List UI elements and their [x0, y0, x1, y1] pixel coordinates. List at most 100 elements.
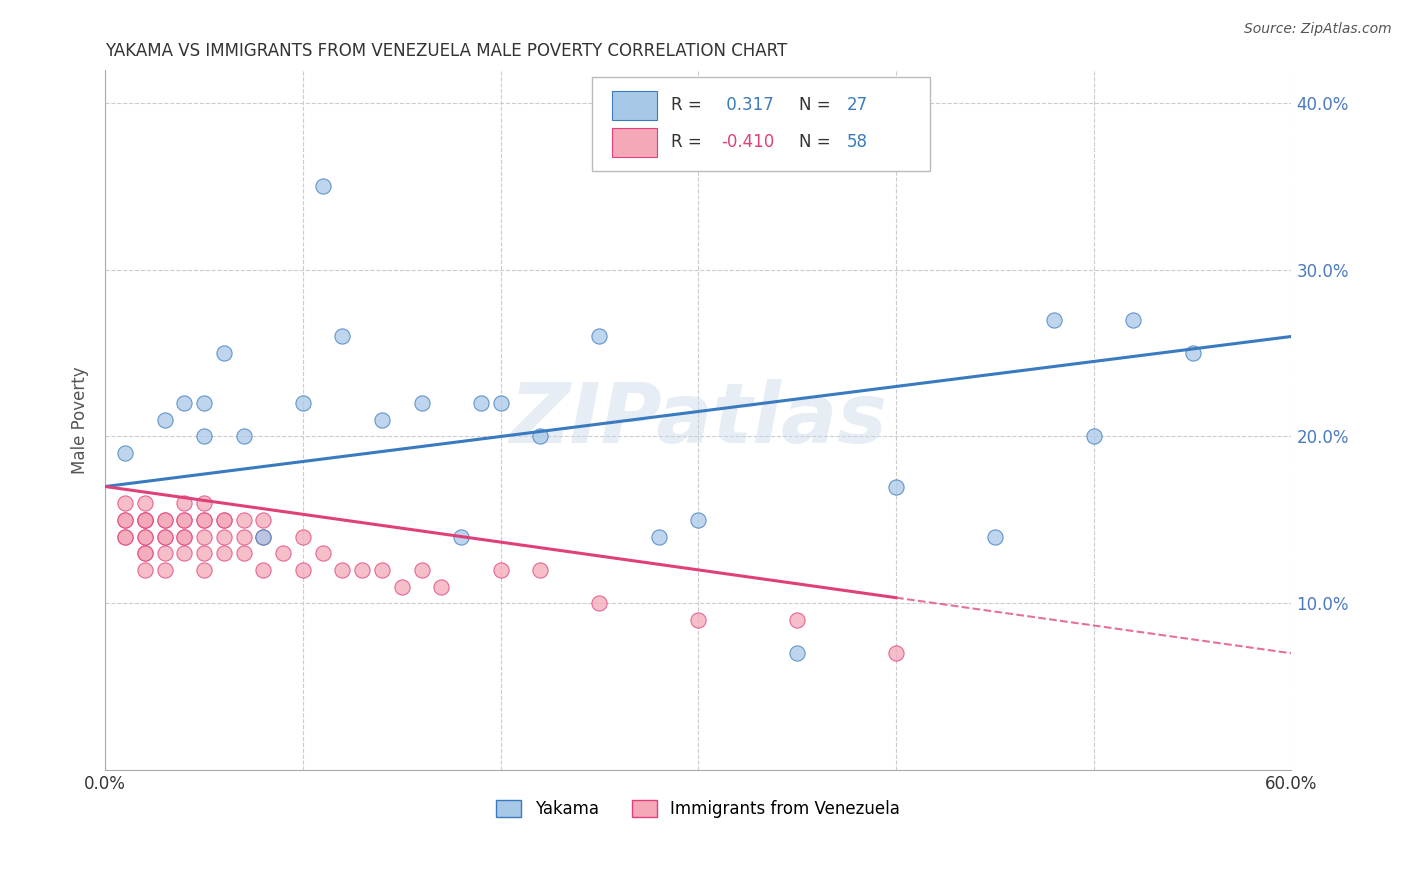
Point: [153, 413, 176, 427]
Point: [114, 513, 136, 527]
Point: [134, 513, 156, 527]
Point: [1043, 312, 1066, 326]
Point: [232, 546, 254, 560]
Text: N =: N =: [799, 133, 837, 151]
Legend: Yakama, Immigrants from Venezuela: Yakama, Immigrants from Venezuela: [489, 793, 907, 825]
Point: [588, 596, 610, 610]
Point: [450, 530, 472, 544]
Point: [212, 513, 235, 527]
Text: ZIPatlas: ZIPatlas: [509, 379, 887, 460]
Point: [173, 530, 195, 544]
Point: [212, 346, 235, 360]
Point: [134, 530, 156, 544]
Point: [114, 513, 136, 527]
Point: [212, 530, 235, 544]
Point: [371, 413, 394, 427]
Point: [134, 563, 156, 577]
Point: [193, 530, 215, 544]
Point: [114, 530, 136, 544]
Point: [252, 530, 274, 544]
Text: YAKAMA VS IMMIGRANTS FROM VENEZUELA MALE POVERTY CORRELATION CHART: YAKAMA VS IMMIGRANTS FROM VENEZUELA MALE…: [105, 42, 787, 60]
Point: [352, 563, 374, 577]
Point: [884, 646, 907, 660]
Point: [173, 396, 195, 410]
Text: 27: 27: [846, 95, 868, 113]
FancyBboxPatch shape: [592, 77, 929, 171]
Point: [688, 613, 710, 627]
Point: [588, 329, 610, 343]
Text: 58: 58: [846, 133, 868, 151]
Point: [430, 580, 453, 594]
Point: [173, 513, 195, 527]
Point: [134, 530, 156, 544]
Point: [153, 513, 176, 527]
Point: [114, 530, 136, 544]
Point: [193, 513, 215, 527]
Text: R =: R =: [671, 95, 707, 113]
Point: [153, 563, 176, 577]
Point: [884, 479, 907, 493]
Point: [529, 429, 551, 443]
Point: [173, 496, 195, 510]
Point: [312, 179, 335, 194]
Point: [252, 530, 274, 544]
Text: -0.410: -0.410: [721, 133, 775, 151]
Point: [114, 446, 136, 460]
Y-axis label: Male Poverty: Male Poverty: [72, 366, 89, 474]
Point: [153, 530, 176, 544]
Point: [489, 563, 512, 577]
Point: [212, 513, 235, 527]
Point: [470, 396, 492, 410]
Point: [411, 396, 433, 410]
Point: [291, 563, 314, 577]
Point: [134, 513, 156, 527]
Point: [252, 513, 274, 527]
Point: [193, 513, 215, 527]
Point: [312, 546, 335, 560]
Point: [173, 546, 195, 560]
Point: [114, 496, 136, 510]
Bar: [612, 128, 657, 157]
Point: [1181, 346, 1204, 360]
Point: [529, 563, 551, 577]
Point: [193, 396, 215, 410]
Text: R =: R =: [671, 133, 707, 151]
Point: [411, 563, 433, 577]
Point: [332, 329, 354, 343]
Point: [489, 396, 512, 410]
Point: [193, 496, 215, 510]
Point: [193, 429, 215, 443]
Point: [134, 513, 156, 527]
Text: Source: ZipAtlas.com: Source: ZipAtlas.com: [1244, 22, 1392, 37]
Point: [232, 429, 254, 443]
Point: [1122, 312, 1144, 326]
Point: [193, 563, 215, 577]
Point: [134, 546, 156, 560]
Text: 0.317: 0.317: [721, 95, 773, 113]
Point: [173, 513, 195, 527]
Point: [371, 563, 394, 577]
Text: N =: N =: [799, 95, 837, 113]
Bar: [612, 91, 657, 120]
Point: [193, 546, 215, 560]
Point: [153, 513, 176, 527]
Point: [1083, 429, 1105, 443]
Point: [134, 546, 156, 560]
Point: [232, 513, 254, 527]
Point: [212, 546, 235, 560]
Point: [688, 513, 710, 527]
Point: [271, 546, 294, 560]
Point: [134, 496, 156, 510]
Point: [648, 530, 671, 544]
Point: [252, 563, 274, 577]
Point: [984, 530, 1007, 544]
Point: [153, 530, 176, 544]
Point: [291, 396, 314, 410]
Point: [391, 580, 413, 594]
Point: [332, 563, 354, 577]
Point: [786, 613, 808, 627]
Point: [786, 646, 808, 660]
Point: [232, 530, 254, 544]
Point: [173, 530, 195, 544]
Point: [153, 546, 176, 560]
